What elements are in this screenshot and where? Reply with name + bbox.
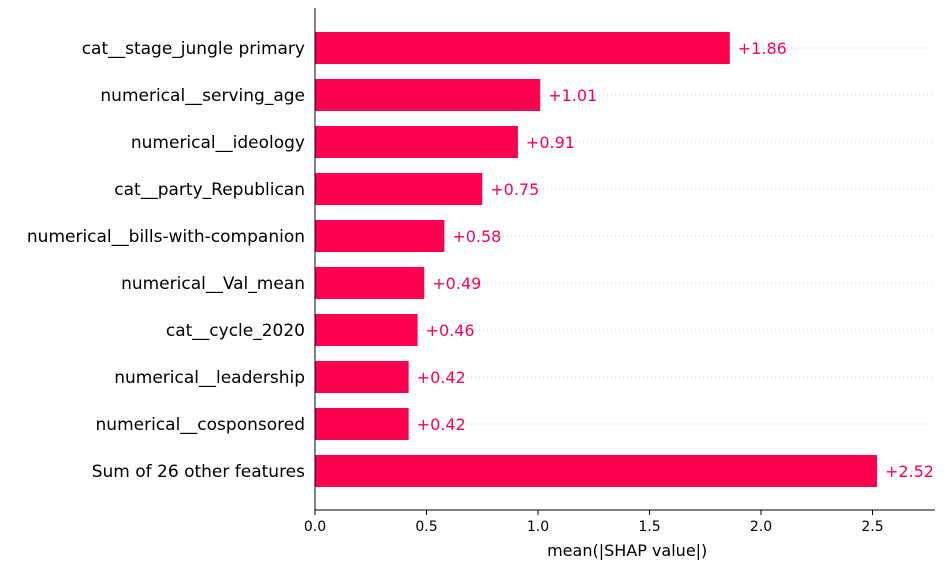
value-label: +0.91 <box>526 133 575 152</box>
bar <box>315 455 877 487</box>
x-tick-label: 2.5 <box>861 519 883 535</box>
axes: 0.0 0.5 1.0 1.5 2.0 2.5 <box>304 8 935 535</box>
category-labels: cat__stage_jungle primary numerical__serv… <box>27 39 305 482</box>
value-label: +0.58 <box>452 227 501 246</box>
value-label: +0.42 <box>417 368 466 387</box>
value-label: +0.42 <box>417 415 466 434</box>
bars <box>315 32 877 487</box>
bar <box>315 126 518 158</box>
category-label: numerical__bills-with-companion <box>27 227 305 247</box>
category-label: Sum of 26 other features <box>92 462 305 482</box>
bar <box>315 220 445 252</box>
category-label: numerical__Val_mean <box>121 274 305 294</box>
bar <box>315 314 418 346</box>
value-label: +2.52 <box>885 462 934 481</box>
value-labels: +1.86 +1.01 +0.91 +0.75 +0.58 +0.49 +0.46 +0.42… <box>417 39 934 481</box>
category-label: cat__party_Republican <box>114 180 305 200</box>
value-label: +0.75 <box>490 180 539 199</box>
grid-lines <box>315 47 935 472</box>
bar <box>315 267 425 299</box>
value-label: +1.01 <box>548 86 597 105</box>
value-label: +0.49 <box>432 274 481 293</box>
x-tick-label: 2.0 <box>750 519 772 535</box>
x-tick-label: 1.5 <box>638 519 660 535</box>
category-label: cat__cycle_2020 <box>166 321 305 341</box>
category-label: numerical__ideology <box>131 133 305 153</box>
category-label: numerical__cosponsored <box>96 415 305 435</box>
x-tick-label: 0.5 <box>415 519 437 535</box>
bar <box>315 173 483 205</box>
bar <box>315 32 730 64</box>
x-tick-label: 1.0 <box>527 519 549 535</box>
category-label: numerical__leadership <box>114 368 305 388</box>
value-label: +0.46 <box>426 321 475 340</box>
x-axis-title: mean(|SHAP value|) <box>547 541 707 560</box>
bar <box>315 408 409 440</box>
category-label: cat__stage_jungle primary <box>82 39 305 59</box>
bar <box>315 79 541 111</box>
category-label: numerical__serving_age <box>100 86 305 106</box>
bar <box>315 361 409 393</box>
value-label: +1.86 <box>738 39 787 58</box>
x-tick-label: 0.0 <box>304 519 326 535</box>
